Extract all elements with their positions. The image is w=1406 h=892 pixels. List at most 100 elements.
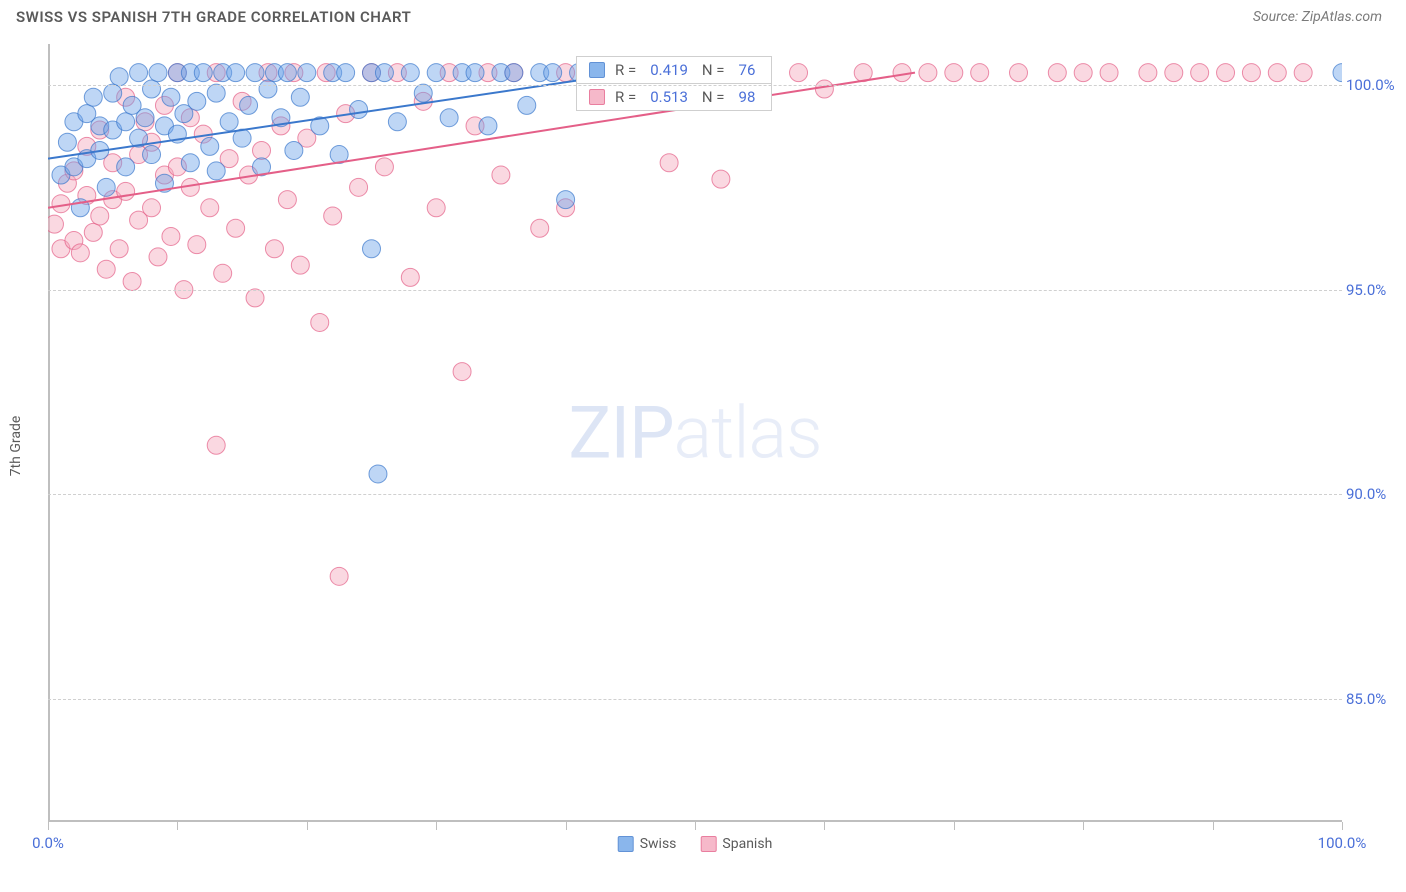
- stats-row: R =0.513N =98: [577, 83, 771, 110]
- data-point: [259, 80, 277, 98]
- data-point: [557, 191, 575, 209]
- data-point: [1333, 64, 1342, 82]
- stat-n-value: 98: [735, 88, 760, 106]
- data-point: [1217, 64, 1235, 82]
- data-point: [110, 240, 128, 258]
- gridline: [48, 699, 1342, 700]
- data-point: [350, 178, 368, 196]
- data-point: [893, 64, 911, 82]
- data-point: [130, 64, 148, 82]
- y-tick-label: 85.0%: [1346, 690, 1406, 708]
- data-point: [919, 64, 937, 82]
- data-point: [136, 109, 154, 127]
- data-point: [363, 240, 381, 258]
- data-point: [110, 68, 128, 86]
- data-point: [298, 64, 316, 82]
- data-point: [227, 219, 245, 237]
- gridline: [48, 494, 1342, 495]
- data-point: [214, 264, 232, 282]
- x-tick: [954, 822, 955, 830]
- data-point: [971, 64, 989, 82]
- y-tick-label: 95.0%: [1346, 281, 1406, 299]
- data-point: [414, 84, 432, 102]
- data-point: [181, 154, 199, 172]
- data-point: [201, 137, 219, 155]
- data-point: [246, 64, 264, 82]
- x-tick-label: 0.0%: [32, 834, 64, 852]
- data-point: [1294, 64, 1312, 82]
- stats-row: R =0.419N =76: [577, 57, 771, 83]
- data-point: [1074, 64, 1092, 82]
- data-point: [143, 80, 161, 98]
- x-tick: [48, 822, 49, 830]
- data-point: [162, 88, 180, 106]
- x-tick: [1342, 822, 1343, 830]
- data-point: [84, 223, 102, 241]
- y-tick-label: 90.0%: [1346, 485, 1406, 503]
- stat-n-label: N =: [702, 88, 725, 106]
- legend-item: Spanish: [700, 836, 772, 852]
- data-point: [324, 207, 342, 225]
- x-tick: [307, 822, 308, 830]
- data-point: [149, 64, 167, 82]
- data-point: [1139, 64, 1157, 82]
- data-point: [330, 567, 348, 585]
- data-point: [544, 64, 562, 82]
- data-point: [207, 84, 225, 102]
- data-point: [194, 64, 212, 82]
- x-tick-label: 100.0%: [1318, 834, 1367, 852]
- data-point: [84, 88, 102, 106]
- x-tick: [177, 822, 178, 830]
- correlation-stats-box: R =0.419N =76R =0.513N =98: [576, 56, 772, 111]
- legend-item: Swiss: [618, 836, 677, 852]
- data-point: [188, 236, 206, 254]
- data-point: [518, 96, 536, 114]
- chart-source: Source: ZipAtlas.com: [1253, 9, 1382, 25]
- data-point: [337, 64, 355, 82]
- stat-n-value: 76: [735, 61, 760, 79]
- data-point: [1165, 64, 1183, 82]
- stat-r-label: R =: [615, 88, 636, 106]
- scatter-plot: ZIPatlas R =0.419N =76R =0.513N =98 Swis…: [48, 44, 1342, 822]
- stat-n-label: N =: [702, 61, 725, 79]
- data-point: [311, 313, 329, 331]
- data-point: [1100, 64, 1118, 82]
- x-tick: [1083, 822, 1084, 830]
- data-point: [71, 244, 89, 262]
- data-point: [466, 64, 484, 82]
- data-point: [162, 227, 180, 245]
- data-point: [388, 113, 406, 131]
- data-point: [427, 199, 445, 217]
- data-point: [207, 436, 225, 454]
- data-point: [201, 199, 219, 217]
- data-point: [440, 109, 458, 127]
- series-swatch: [589, 62, 605, 78]
- data-point: [240, 96, 258, 114]
- data-point: [220, 113, 238, 131]
- data-point: [815, 80, 833, 98]
- data-point: [104, 84, 122, 102]
- data-point: [246, 289, 264, 307]
- legend: Swiss Spanish: [618, 836, 773, 852]
- data-point: [149, 248, 167, 266]
- data-point: [48, 215, 63, 233]
- data-point: [505, 64, 523, 82]
- data-point: [401, 64, 419, 82]
- data-point: [207, 162, 225, 180]
- legend-swatch: [700, 836, 716, 852]
- data-point: [427, 64, 445, 82]
- legend-swatch: [618, 836, 634, 852]
- x-tick: [436, 822, 437, 830]
- data-point: [291, 256, 309, 274]
- data-point: [531, 219, 549, 237]
- data-point: [91, 207, 109, 225]
- data-point: [291, 88, 309, 106]
- chart-header: SWISS VS SPANISH 7TH GRADE CORRELATION C…: [0, 0, 1406, 34]
- data-point: [188, 92, 206, 110]
- data-point: [1268, 64, 1286, 82]
- data-point: [97, 178, 115, 196]
- data-point: [1242, 64, 1260, 82]
- data-point: [492, 166, 510, 184]
- legend-label: Swiss: [640, 836, 677, 852]
- scatter-svg: [48, 44, 1342, 822]
